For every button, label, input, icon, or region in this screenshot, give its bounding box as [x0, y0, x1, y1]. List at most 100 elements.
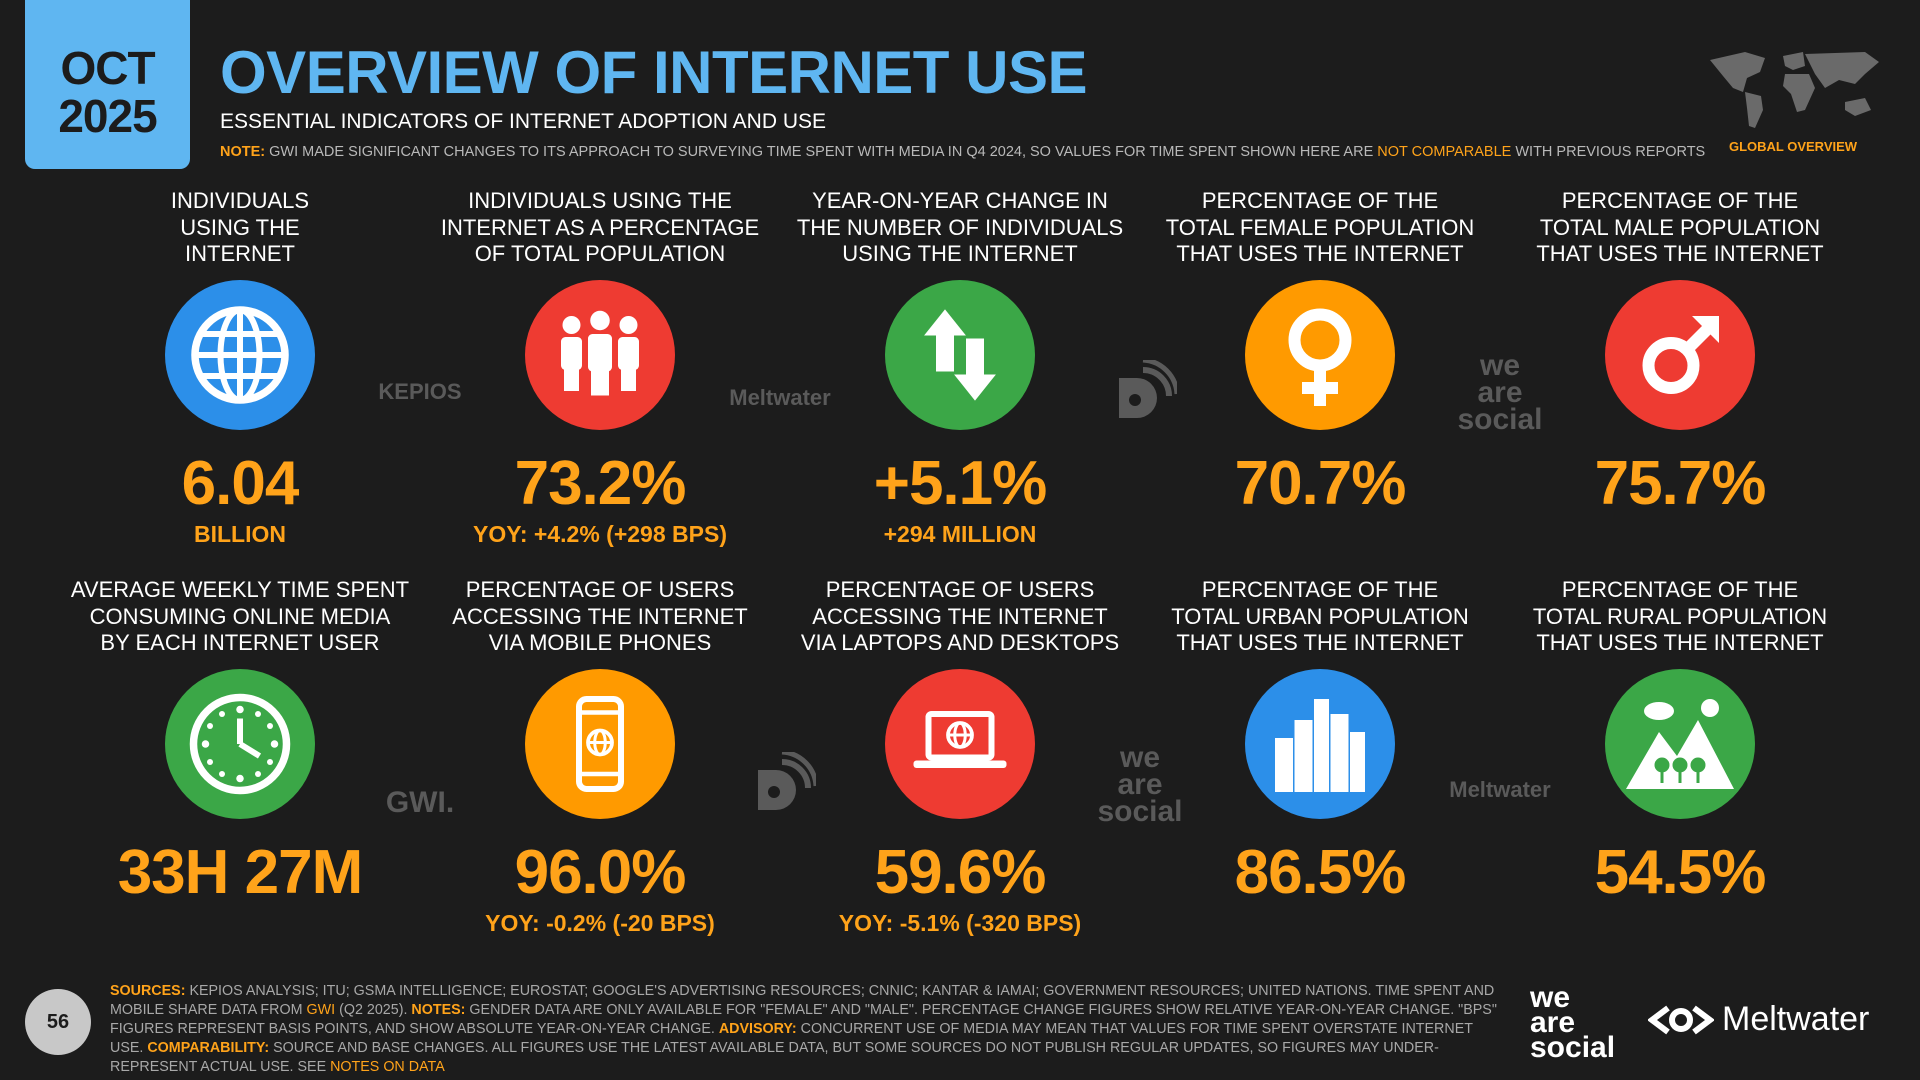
- icon: [885, 669, 1035, 819]
- label-line: BY EACH INTERNET USER: [100, 630, 380, 655]
- tile-value: 75.7%: [1594, 449, 1767, 518]
- tile-label: INDIVIDUALS USING THE INTERNET: [60, 188, 420, 268]
- icon-shape: [207, 759, 213, 765]
- icon-shape: [925, 711, 995, 761]
- date-box: OCT 2025: [25, 0, 190, 169]
- label-line: TOTAL RURAL POPULATION: [1532, 603, 1828, 629]
- label-line: VIA LAPTOPS AND DESKTOPS: [800, 630, 1120, 655]
- map-continent: [1805, 52, 1879, 88]
- label-line: THAT USES THE INTERNET: [1536, 630, 1824, 655]
- meltwater-mark: [1648, 1005, 1714, 1034]
- watermark-line: we: [1479, 348, 1521, 382]
- watermark-line: Meltwater: [729, 385, 831, 411]
- tile-icon: [1245, 669, 1395, 819]
- label-line: INDIVIDUALS: [170, 188, 310, 213]
- icon-shape: [576, 696, 624, 792]
- icon-shape: [270, 740, 279, 748]
- tile-value: 73.2%: [514, 449, 687, 518]
- tile-value: 70.7%: [1234, 449, 1407, 518]
- icon-shape: [238, 741, 262, 759]
- icon-shape: [1660, 771, 1664, 783]
- tile-label: INDIVIDUALS USING THE INTERNET AS A PERCE…: [420, 188, 780, 268]
- note: NOTE: GWI MADE SIGNIFICANT CHANGES TO IT…: [220, 144, 1705, 160]
- date-month: OCT: [60, 42, 155, 94]
- label-line: PERCENTAGE OF THE: [1561, 577, 1799, 602]
- icon-shape: [618, 337, 639, 370]
- icon-shape: [1350, 732, 1365, 792]
- label-line: PERCENTAGE OF THE: [1561, 188, 1799, 213]
- d-logo: [752, 749, 819, 816]
- icon-shape: [267, 759, 273, 765]
- watermark-line: are: [1117, 767, 1163, 801]
- label-line: ACCESSING THE INTERNET: [812, 603, 1108, 629]
- watermark-line: social: [1097, 794, 1183, 828]
- label-line: AVERAGE WEEKLY TIME SPENT: [70, 577, 410, 602]
- tile-icon: [1605, 669, 1755, 819]
- icon: [165, 280, 315, 430]
- label-line: USING THE INTERNET: [842, 241, 1078, 266]
- icon-shape: [590, 310, 610, 331]
- icon-shape: [621, 367, 636, 391]
- icon-shape: [1605, 669, 1755, 819]
- sources-label: SOURCES:: [110, 983, 186, 999]
- tile-sub: YOY: +4.2% (+298 BPS): [473, 521, 727, 547]
- watermark: we are social: [1430, 348, 1570, 434]
- watermark-line: GWI.: [385, 785, 455, 819]
- watermark-line: we: [1119, 740, 1161, 774]
- icon-shape: [885, 280, 1035, 430]
- icon-shape: [189, 693, 291, 795]
- notes-text: GENDER DATA ARE ONLY AVAILABLE FOR "FEMA…: [110, 1002, 1497, 1037]
- logo-shape: [1142, 367, 1172, 397]
- icon-shape: [236, 705, 244, 714]
- tile-icon: [165, 669, 315, 819]
- date-year: 2025: [58, 90, 157, 142]
- tile-value: 33H 27M: [117, 838, 364, 907]
- logo-shape: [1129, 394, 1141, 406]
- tile-value: 6.04: [181, 449, 300, 518]
- tile-icon: [885, 280, 1035, 430]
- icon: [1245, 669, 1395, 819]
- icon-shape: [1692, 316, 1719, 343]
- watermark: KEPIOS: [350, 381, 490, 403]
- logo-shape: [781, 759, 811, 789]
- icon-shape: [591, 367, 609, 396]
- logo-line: we: [1530, 981, 1571, 1014]
- map-continent: [1783, 52, 1805, 70]
- label-line: OF TOTAL POPULATION: [474, 241, 726, 266]
- icon-shape: [1605, 280, 1755, 430]
- comparability-label: COMPARABILITY:: [147, 1040, 270, 1056]
- icon: [525, 280, 675, 430]
- icon-shape: [1294, 720, 1313, 792]
- icon: [1605, 280, 1755, 430]
- label-line: THAT USES THE INTERNET: [1536, 241, 1824, 266]
- tile-label: YEAR-ON-YEAR CHANGE IN THE NUMBER OF INDI…: [780, 188, 1140, 268]
- logo-shape: [768, 786, 780, 798]
- icon-shape: [1245, 280, 1395, 430]
- label-line: USING THE: [180, 214, 300, 240]
- icon-shape: [1330, 714, 1349, 792]
- icon-shape: [236, 774, 244, 783]
- sources-end: (Q2 2025).: [339, 1002, 408, 1018]
- icon-shape: [561, 337, 582, 370]
- tile-sub: YOY: -0.2% (-20 BPS): [485, 910, 715, 936]
- gwi-link[interactable]: GWI: [306, 1002, 336, 1018]
- tile-value: 96.0%: [514, 838, 687, 907]
- icon-shape: [1696, 771, 1700, 783]
- tile-sub: +294 MILLION: [883, 521, 1037, 547]
- tile-value: +5.1%: [873, 449, 1048, 518]
- logo-shape: [1119, 357, 1180, 418]
- icon-shape: [255, 771, 261, 777]
- sources-text: KEPIOS ANALYSIS; ITU; GSMA INTELLIGENCE;…: [110, 983, 1495, 1018]
- label-line: THE NUMBER OF INDIVIDUALS: [796, 214, 1124, 240]
- notes-link[interactable]: NOTES ON DATA: [330, 1059, 445, 1075]
- footer-text: SOURCES: KEPIOS ANALYSIS; ITU; GSMA INTE…: [110, 982, 1510, 1077]
- tile-value: 86.5%: [1234, 838, 1407, 907]
- label-line: YEAR-ON-YEAR CHANGE IN: [812, 188, 1108, 213]
- label-line: CONSUMING ONLINE MEDIA: [89, 603, 391, 629]
- label-line: ACCESSING THE INTERNET: [452, 603, 748, 629]
- label-line: THAT USES THE INTERNET: [1176, 241, 1464, 266]
- tile-value: 54.5%: [1594, 838, 1767, 907]
- icon-shape: [1672, 757, 1688, 773]
- tile-icon: [525, 669, 675, 819]
